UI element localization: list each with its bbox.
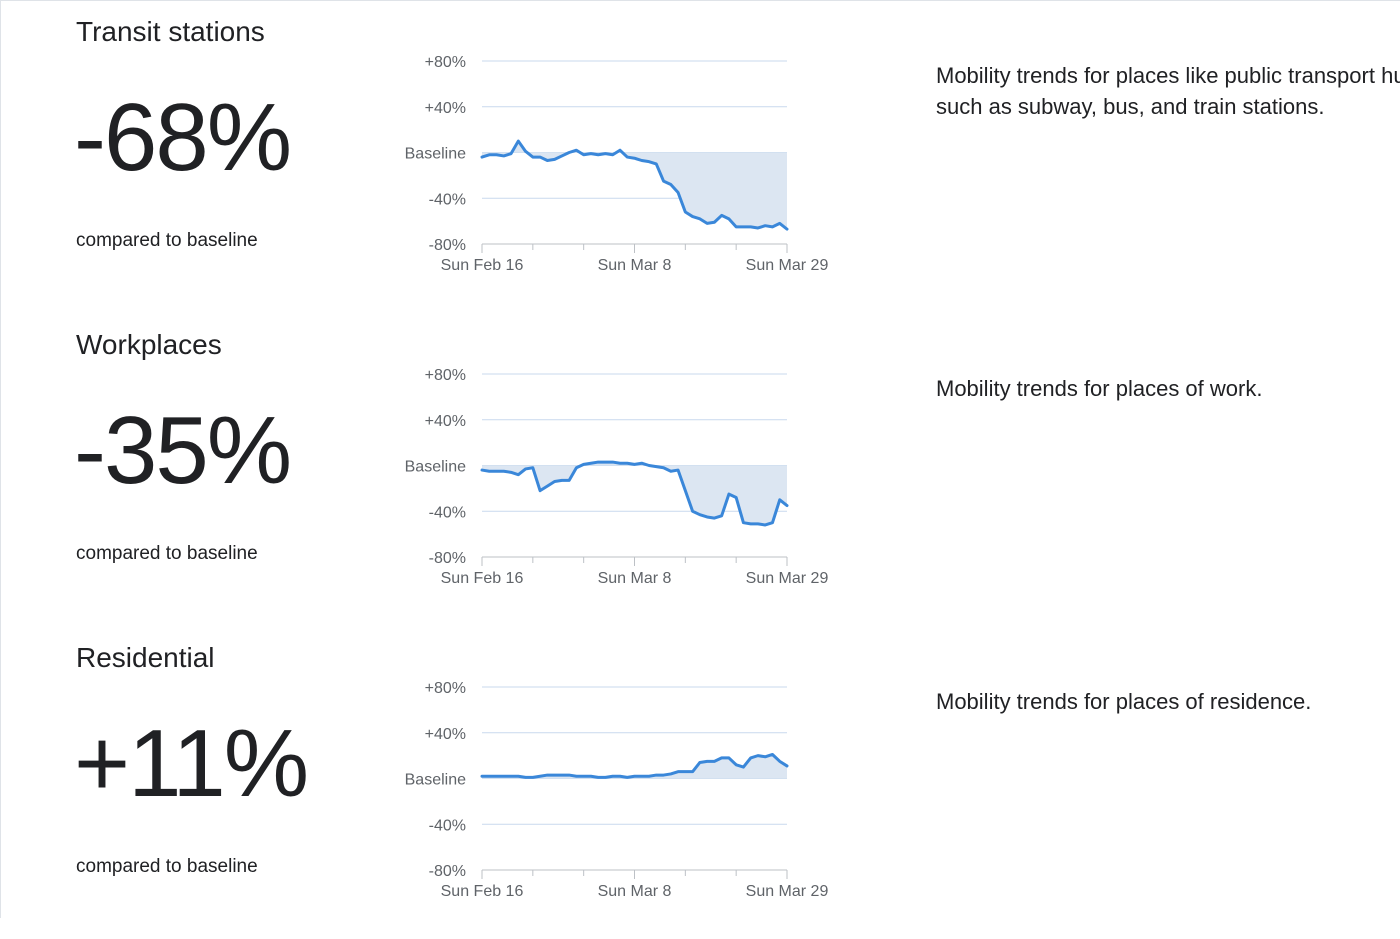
category-description: Mobility trends for places of residence. [936, 689, 1312, 714]
x-tick-label: Sun Mar 8 [598, 570, 672, 587]
y-tick-label: -40% [429, 817, 466, 834]
x-tick-label: Sun Mar 8 [598, 257, 672, 274]
y-tick-label: -80% [429, 237, 466, 254]
y-tick-label: +80% [425, 680, 466, 697]
x-tick-label: Sun Mar 29 [746, 883, 829, 900]
y-tick-label: Baseline [405, 146, 466, 163]
change-value: -35% [74, 397, 292, 504]
series-line [480, 139, 789, 231]
y-tick-label: Baseline [405, 459, 466, 476]
frame-left-border [0, 0, 1, 918]
y-tick-label: -40% [429, 504, 466, 521]
category-title: Workplaces [76, 329, 222, 360]
compare-label: compared to baseline [76, 856, 258, 877]
y-tick-label: +80% [425, 54, 466, 71]
x-tick-label: Sun Mar 29 [746, 257, 829, 274]
category-title: Transit stations [76, 16, 265, 47]
y-tick-label: Baseline [405, 772, 466, 789]
category-title: Residential [76, 642, 215, 673]
baseline-area [482, 754, 787, 779]
compare-label: compared to baseline [76, 230, 258, 251]
trend-chart: +80% +40% Baseline -40% -80% Sun Feb 16 Sun Ma… [405, 54, 829, 274]
baseline-area [482, 141, 787, 230]
section-transit: Transit stations -68% compared to baseli… [0, 0, 1400, 313]
category-description: Mobility trends for places like public t… [936, 63, 1400, 119]
y-tick-label: -80% [429, 863, 466, 880]
x-tick-label: Sun Feb 16 [441, 257, 524, 274]
category-description: Mobility trends for places of work. [936, 376, 1263, 401]
change-value: -68% [74, 84, 292, 191]
y-tick-label: +40% [425, 100, 466, 117]
series-line [480, 752, 789, 779]
y-tick-label: -40% [429, 191, 466, 208]
baseline-area [482, 462, 787, 525]
compare-label: compared to baseline [76, 543, 258, 564]
section-workplaces: Workplaces -35% compared to baseline +80… [0, 313, 1400, 626]
x-tick-label: Sun Mar 29 [746, 570, 829, 587]
trend-chart: +80% +40% Baseline -40% -80% Sun Feb 16 Sun Ma… [405, 680, 829, 900]
frame-top-border [0, 0, 1400, 1]
x-tick-label: Sun Mar 8 [598, 883, 672, 900]
y-tick-label: +40% [425, 726, 466, 743]
y-tick-label: +40% [425, 413, 466, 430]
y-tick-label: +80% [425, 367, 466, 384]
x-tick-label: Sun Feb 16 [441, 570, 524, 587]
x-tick-label: Sun Feb 16 [441, 883, 524, 900]
series-line [480, 460, 789, 527]
trend-chart: +80% +40% Baseline -40% -80% Sun Feb 16 Sun Ma… [405, 367, 829, 587]
change-value: +11% [74, 710, 309, 817]
section-residential: Residential +11% compared to baseline +8… [0, 626, 1400, 939]
y-tick-label: -80% [429, 550, 466, 567]
